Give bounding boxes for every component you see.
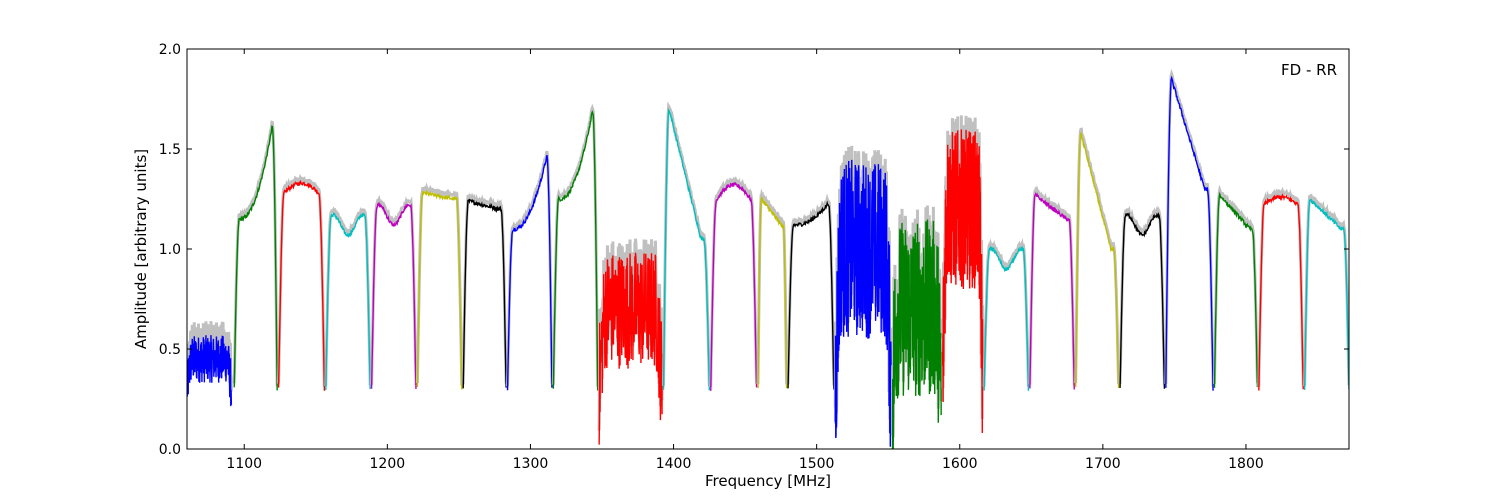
band-series-line bbox=[834, 159, 892, 447]
background-series-line bbox=[662, 101, 711, 387]
band-series-line bbox=[1119, 212, 1166, 389]
background-series-line bbox=[1303, 193, 1349, 386]
band-series-line bbox=[462, 198, 507, 389]
x-tick-label: 1300 bbox=[513, 456, 549, 472]
background-series-line bbox=[1074, 127, 1121, 385]
x-tick-label: 1500 bbox=[799, 456, 835, 472]
background-series-line bbox=[551, 103, 600, 387]
y-tick-label: 1.5 bbox=[159, 142, 181, 158]
band-series-line bbox=[662, 107, 711, 391]
background-series-line bbox=[1118, 205, 1166, 385]
x-axis: 1100 1200 1300 1400 1500 1600 1700 1800 bbox=[226, 49, 1264, 472]
background-series-line bbox=[1212, 184, 1259, 384]
background-series-line bbox=[709, 176, 759, 387]
band-series-line bbox=[325, 212, 371, 391]
band-series-line bbox=[277, 179, 326, 391]
band-series-line bbox=[941, 129, 984, 434]
band-series-line bbox=[598, 252, 663, 445]
band-series-line bbox=[416, 189, 463, 390]
x-tick-label: 1700 bbox=[1085, 456, 1121, 472]
background-series-line bbox=[1257, 186, 1305, 387]
background-series-line bbox=[324, 206, 372, 387]
x-tick-label: 1600 bbox=[942, 456, 978, 472]
band-series-line bbox=[983, 245, 1030, 391]
band-series-line bbox=[1029, 191, 1075, 390]
band-series-line bbox=[891, 219, 942, 449]
band-series-line bbox=[710, 181, 758, 391]
y-axis-label: Amplitude [arbitrary units] bbox=[132, 149, 150, 349]
band-series-line bbox=[757, 195, 788, 389]
series-layer bbox=[187, 68, 1349, 449]
background-series-line bbox=[461, 192, 508, 385]
band-series-line bbox=[233, 125, 278, 391]
band-series-line bbox=[787, 200, 835, 390]
band-series-line bbox=[1303, 198, 1349, 390]
y-tick-label: 1.0 bbox=[159, 242, 181, 258]
band-series-line bbox=[1258, 193, 1304, 391]
band-series-line bbox=[370, 201, 417, 390]
x-axis-label: Frequency [MHz] bbox=[705, 472, 831, 490]
y-tick-label: 2.0 bbox=[159, 42, 181, 58]
band-series-line bbox=[1213, 191, 1259, 388]
background-series-line bbox=[756, 188, 789, 385]
band-series-line bbox=[1165, 75, 1214, 391]
band-series-line bbox=[1074, 132, 1120, 389]
background-series-line bbox=[506, 150, 554, 387]
background-series-line bbox=[982, 237, 1030, 387]
x-tick-label: 1800 bbox=[1228, 456, 1264, 472]
x-tick-label: 1400 bbox=[656, 456, 692, 472]
y-tick-label: 0.5 bbox=[159, 342, 181, 358]
y-axis: 0.0 0.5 1.0 1.5 2.0 bbox=[159, 42, 1349, 458]
x-tick-label: 1100 bbox=[226, 456, 262, 472]
background-series-line bbox=[415, 182, 464, 386]
background-series-line bbox=[370, 194, 418, 386]
annotation-label: FD - RR bbox=[1281, 61, 1337, 79]
y-tick-label: 0.0 bbox=[159, 442, 181, 458]
background-series-line bbox=[786, 193, 836, 386]
background-series-line bbox=[1028, 185, 1076, 386]
band-series-line bbox=[187, 335, 233, 407]
band-series-line bbox=[506, 154, 553, 391]
band-series-line bbox=[552, 109, 599, 391]
x-tick-label: 1200 bbox=[370, 456, 406, 472]
